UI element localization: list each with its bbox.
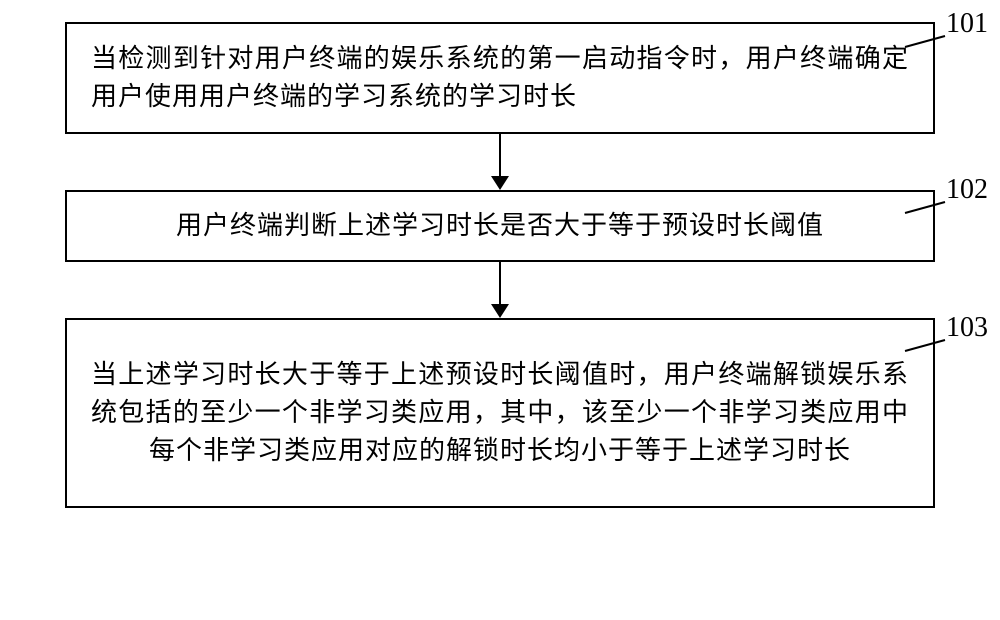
arrow-2 <box>65 262 935 318</box>
step-text-1: 当检测到针对用户终端的娱乐系统的第一启动指令时，用户终端确定用户使用用户终端的学… <box>91 40 909 115</box>
step-text-2: 用户终端判断上述学习时长是否大于等于预设时长阈值 <box>176 207 824 245</box>
arrow-down-icon <box>488 134 512 190</box>
arrow-1 <box>65 134 935 190</box>
step-box-1: 当检测到针对用户终端的娱乐系统的第一启动指令时，用户终端确定用户使用用户终端的学… <box>65 22 935 134</box>
flowchart-container: 当检测到针对用户终端的娱乐系统的第一启动指令时，用户终端确定用户使用用户终端的学… <box>65 22 935 508</box>
step-label-1: 101 <box>946 8 988 40</box>
step-box-2: 用户终端判断上述学习时长是否大于等于预设时长阈值 <box>65 190 935 262</box>
step-box-3: 当上述学习时长大于等于上述预设时长阈值时，用户终端解锁娱乐系统包括的至少一个非学… <box>65 318 935 508</box>
arrow-down-icon <box>488 262 512 318</box>
step-label-2: 102 <box>946 174 988 206</box>
step-text-3: 当上述学习时长大于等于上述预设时长阈值时，用户终端解锁娱乐系统包括的至少一个非学… <box>91 356 909 469</box>
step-label-3: 103 <box>946 312 988 344</box>
